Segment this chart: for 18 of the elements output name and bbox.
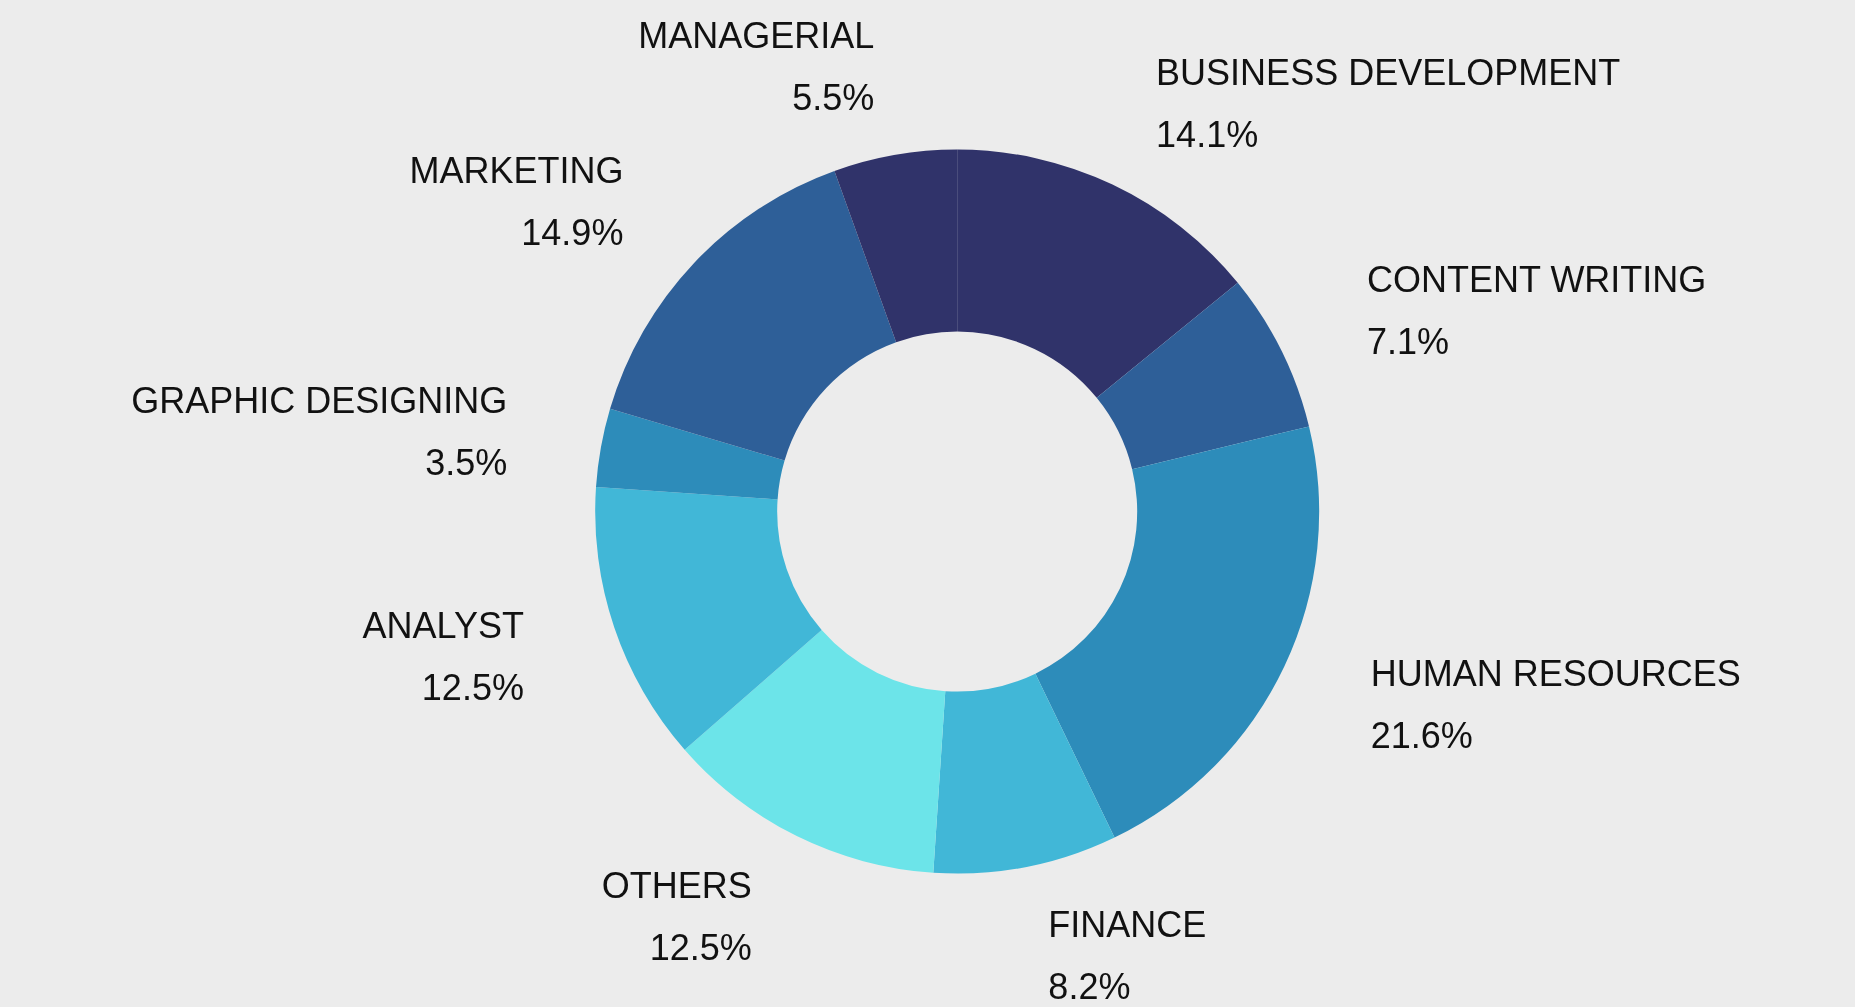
data-label: 8.2% (1048, 965, 1131, 1007)
slice-label: GRAPHIC DESIGNING (131, 380, 508, 422)
data-label: 5.5% (792, 76, 875, 118)
data-label: 3.5% (425, 442, 508, 484)
slice-label: OTHERS (601, 865, 752, 907)
slice-label: HUMAN RESOURCES (1370, 653, 1741, 695)
slice-label: CONTENT WRITING (1367, 259, 1707, 301)
data-label: 12.5% (649, 927, 752, 969)
data-label: 14.9% (521, 211, 624, 253)
data-label: 14.1% (1156, 113, 1259, 155)
data-label: 12.5% (421, 666, 524, 708)
data-label: 21.6% (1370, 715, 1473, 757)
slice-label: BUSINESS DEVELOPMENT (1156, 51, 1621, 93)
slice-label: MARKETING (409, 149, 624, 191)
slice-label: FINANCE (1048, 903, 1207, 945)
slice-label: ANALYST (362, 604, 524, 646)
data-label: 7.1% (1367, 321, 1450, 363)
slice-label: MANAGERIAL (638, 14, 875, 56)
